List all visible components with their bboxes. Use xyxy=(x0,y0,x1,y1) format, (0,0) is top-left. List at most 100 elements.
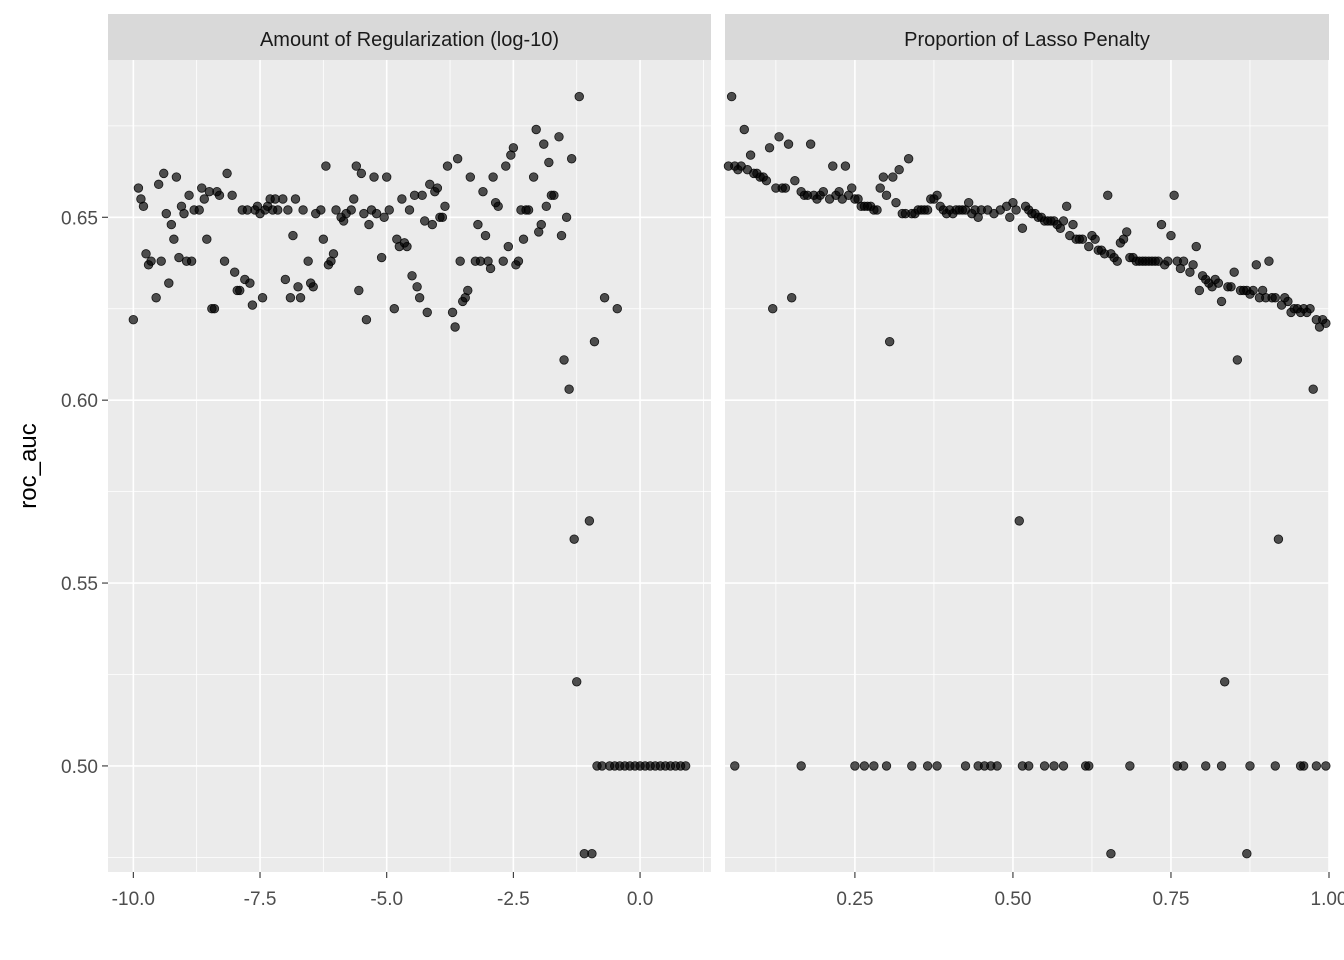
data-point xyxy=(214,190,225,201)
data-point xyxy=(1270,761,1280,771)
data-point xyxy=(349,194,359,204)
data-point xyxy=(1191,241,1201,252)
data-point xyxy=(1299,761,1309,771)
data-point xyxy=(194,205,204,215)
data-point xyxy=(907,761,917,771)
data-point xyxy=(680,761,691,771)
data-point xyxy=(884,336,895,347)
data-point xyxy=(739,124,749,135)
x-tick-label: 0.75 xyxy=(1152,889,1189,910)
data-point xyxy=(278,194,288,204)
panel-2-background xyxy=(725,60,1329,872)
data-point xyxy=(364,219,374,230)
data-point xyxy=(805,139,816,149)
data-point xyxy=(186,256,197,266)
y-tick-label: 0.55 xyxy=(61,574,98,595)
data-point xyxy=(351,161,361,171)
data-point xyxy=(493,201,503,212)
data-point xyxy=(371,208,382,219)
data-point xyxy=(1084,241,1094,252)
data-point xyxy=(331,205,341,215)
data-point xyxy=(151,293,161,303)
data-point xyxy=(599,293,610,303)
data-point xyxy=(1305,304,1315,314)
data-point xyxy=(169,234,179,244)
data-point xyxy=(328,249,339,259)
data-point xyxy=(894,165,904,175)
data-point xyxy=(295,293,306,303)
panel-1-background xyxy=(108,60,711,872)
data-point xyxy=(992,761,1002,771)
data-point xyxy=(422,307,432,318)
data-point xyxy=(404,205,415,215)
data-point xyxy=(569,534,579,544)
data-point xyxy=(298,205,308,215)
data-point xyxy=(612,304,622,314)
data-point xyxy=(1014,516,1024,526)
data-point xyxy=(397,194,407,204)
data-point xyxy=(174,252,184,263)
data-point xyxy=(1106,849,1116,859)
data-point xyxy=(1216,296,1227,307)
data-point xyxy=(503,241,514,252)
data-point xyxy=(1077,234,1088,244)
data-point xyxy=(536,219,546,230)
data-point xyxy=(1156,219,1167,230)
data-point xyxy=(1216,761,1227,771)
data-point xyxy=(1163,256,1173,266)
data-point xyxy=(420,216,430,226)
data-point xyxy=(442,161,453,171)
data-point xyxy=(1248,285,1258,296)
data-point xyxy=(389,304,399,314)
data-point xyxy=(1242,849,1252,859)
data-point xyxy=(465,172,476,182)
data-point xyxy=(544,157,554,168)
data-point xyxy=(528,172,539,182)
data-point xyxy=(463,285,473,296)
data-point xyxy=(730,761,740,771)
data-point xyxy=(1024,761,1034,771)
data-point xyxy=(564,384,574,394)
data-point xyxy=(369,172,379,182)
data-point xyxy=(783,139,794,149)
data-point xyxy=(376,252,387,263)
y-axis-title: roc_auc xyxy=(15,423,42,508)
data-point xyxy=(488,172,498,182)
data-point xyxy=(559,355,569,365)
data-point xyxy=(166,219,177,230)
data-point xyxy=(1011,205,1021,215)
data-point xyxy=(1213,278,1224,288)
data-point xyxy=(790,176,800,186)
data-point xyxy=(1125,761,1135,771)
data-point xyxy=(786,293,797,303)
data-point xyxy=(128,314,139,325)
data-point xyxy=(1226,282,1236,292)
data-point xyxy=(881,190,892,201)
data-point xyxy=(450,322,460,332)
panels-layer: Amount of Regularization (log-10) -10.0 -7… xyxy=(61,14,1344,910)
data-point xyxy=(768,304,778,314)
data-point xyxy=(1005,212,1015,222)
data-point xyxy=(473,219,483,230)
data-point xyxy=(1178,761,1189,771)
x-tick-label: 0.25 xyxy=(836,889,873,910)
data-point xyxy=(414,293,425,303)
data-point xyxy=(227,190,237,201)
data-point xyxy=(572,677,582,687)
data-point xyxy=(891,197,901,208)
x-tick-label: -10.0 xyxy=(112,889,155,910)
data-point xyxy=(574,91,584,102)
data-point xyxy=(1201,761,1211,771)
data-point xyxy=(1058,761,1069,771)
data-point xyxy=(199,194,209,204)
data-point xyxy=(480,230,491,241)
data-point xyxy=(437,212,448,222)
data-point xyxy=(960,761,971,771)
data-point xyxy=(381,172,392,182)
data-point xyxy=(840,161,851,171)
data-point xyxy=(407,271,417,281)
data-point xyxy=(379,212,389,222)
data-point xyxy=(447,307,458,318)
data-point xyxy=(1166,230,1176,241)
data-point xyxy=(774,132,784,142)
